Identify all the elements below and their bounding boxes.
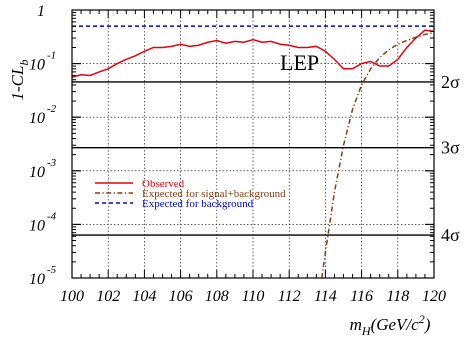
legend-label: Observed <box>142 178 185 190</box>
y-tick-label: 10 <box>29 57 45 74</box>
y-tick-label: 10 <box>29 164 45 181</box>
sigma-label: 3σ <box>441 138 460 158</box>
x-tick-label: 106 <box>169 288 193 305</box>
x-tick-label: 118 <box>386 288 409 305</box>
y-tick-exponent: -5 <box>47 264 57 276</box>
x-tick-label: 112 <box>278 288 301 305</box>
series-line <box>71 29 435 78</box>
y-tick-exponent: -3 <box>47 157 57 169</box>
x-tick-label: 120 <box>422 288 446 305</box>
chart-title: LEP <box>280 50 319 75</box>
x-tick-label: 100 <box>60 288 84 305</box>
y-axis-label: 1-CLb <box>8 60 31 101</box>
y-tick-exponent: -4 <box>47 210 57 222</box>
x-tick-label: 114 <box>314 288 337 305</box>
y-tick-label: 10 <box>29 110 45 127</box>
y-tick-label: 1 <box>37 3 45 20</box>
y-tick-exponent: -1 <box>47 50 56 62</box>
y-tick-labels: 10-510-410-310-210-11 <box>29 3 57 288</box>
y-tick-exponent: -2 <box>47 103 57 115</box>
x-tick-labels: 100 102 104 106 108 110 112 114 116 118 120 <box>60 288 446 305</box>
x-tick-label: 102 <box>96 288 120 305</box>
data-series <box>71 25 435 279</box>
sigma-label: 4σ <box>441 225 460 245</box>
y-tick-label: 10 <box>29 271 45 288</box>
x-tick-label: 110 <box>242 288 265 305</box>
axis-ticks <box>71 9 435 279</box>
sigma-label: 2σ <box>441 72 460 92</box>
legend-label: Expected for background <box>142 198 254 210</box>
legend-label: Expected for signal+background <box>142 188 286 200</box>
x-tick-label: 104 <box>132 288 156 305</box>
grid-lines <box>72 10 434 278</box>
y-tick-label: 10 <box>29 217 45 234</box>
series-line <box>321 31 435 279</box>
x-tick-label: 116 <box>350 288 373 305</box>
x-axis-label: mH(GeV/c2) <box>350 312 431 338</box>
x-tick-label: 108 <box>205 288 229 305</box>
sigma-lines: 2σ 3σ 4σ <box>72 72 460 245</box>
